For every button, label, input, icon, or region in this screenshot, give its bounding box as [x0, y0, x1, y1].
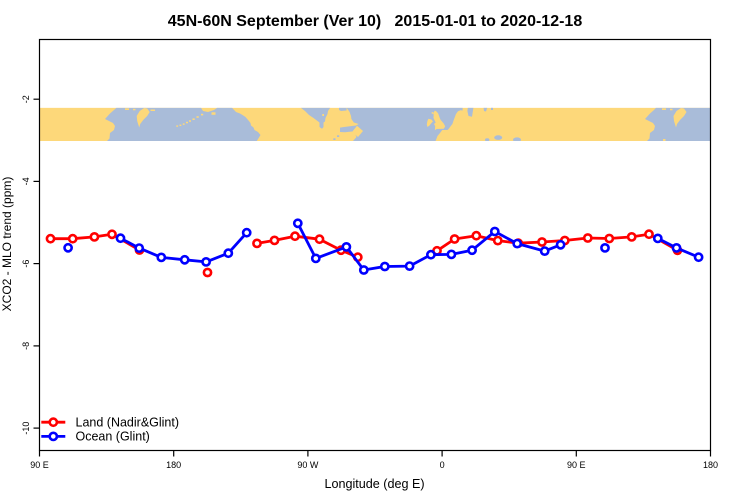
svg-text:-6: -6: [21, 260, 31, 268]
svg-text:90 E: 90 E: [30, 460, 49, 470]
svg-text:Longitude (deg E): Longitude (deg E): [324, 477, 424, 491]
svg-text:45N-60N September (Ver 10) 2: 45N-60N September (Ver 10) 2015-01-01 to…: [168, 13, 583, 30]
svg-text:Land (Nadir&Glint): Land (Nadir&Glint): [76, 416, 180, 430]
svg-text:90 E: 90 E: [567, 460, 586, 470]
svg-text:0: 0: [440, 460, 445, 470]
svg-text:90 W: 90 W: [297, 460, 319, 470]
svg-text:180: 180: [703, 460, 718, 470]
svg-text:XCO2 - MLO trend (ppm): XCO2 - MLO trend (ppm): [0, 177, 14, 312]
svg-text:-10: -10: [21, 422, 31, 435]
svg-text:-4: -4: [21, 177, 31, 185]
svg-text:180: 180: [166, 460, 181, 470]
svg-text:-2: -2: [21, 95, 31, 103]
svg-text:Ocean (Glint): Ocean (Glint): [76, 430, 150, 444]
svg-text:-8: -8: [21, 342, 31, 350]
